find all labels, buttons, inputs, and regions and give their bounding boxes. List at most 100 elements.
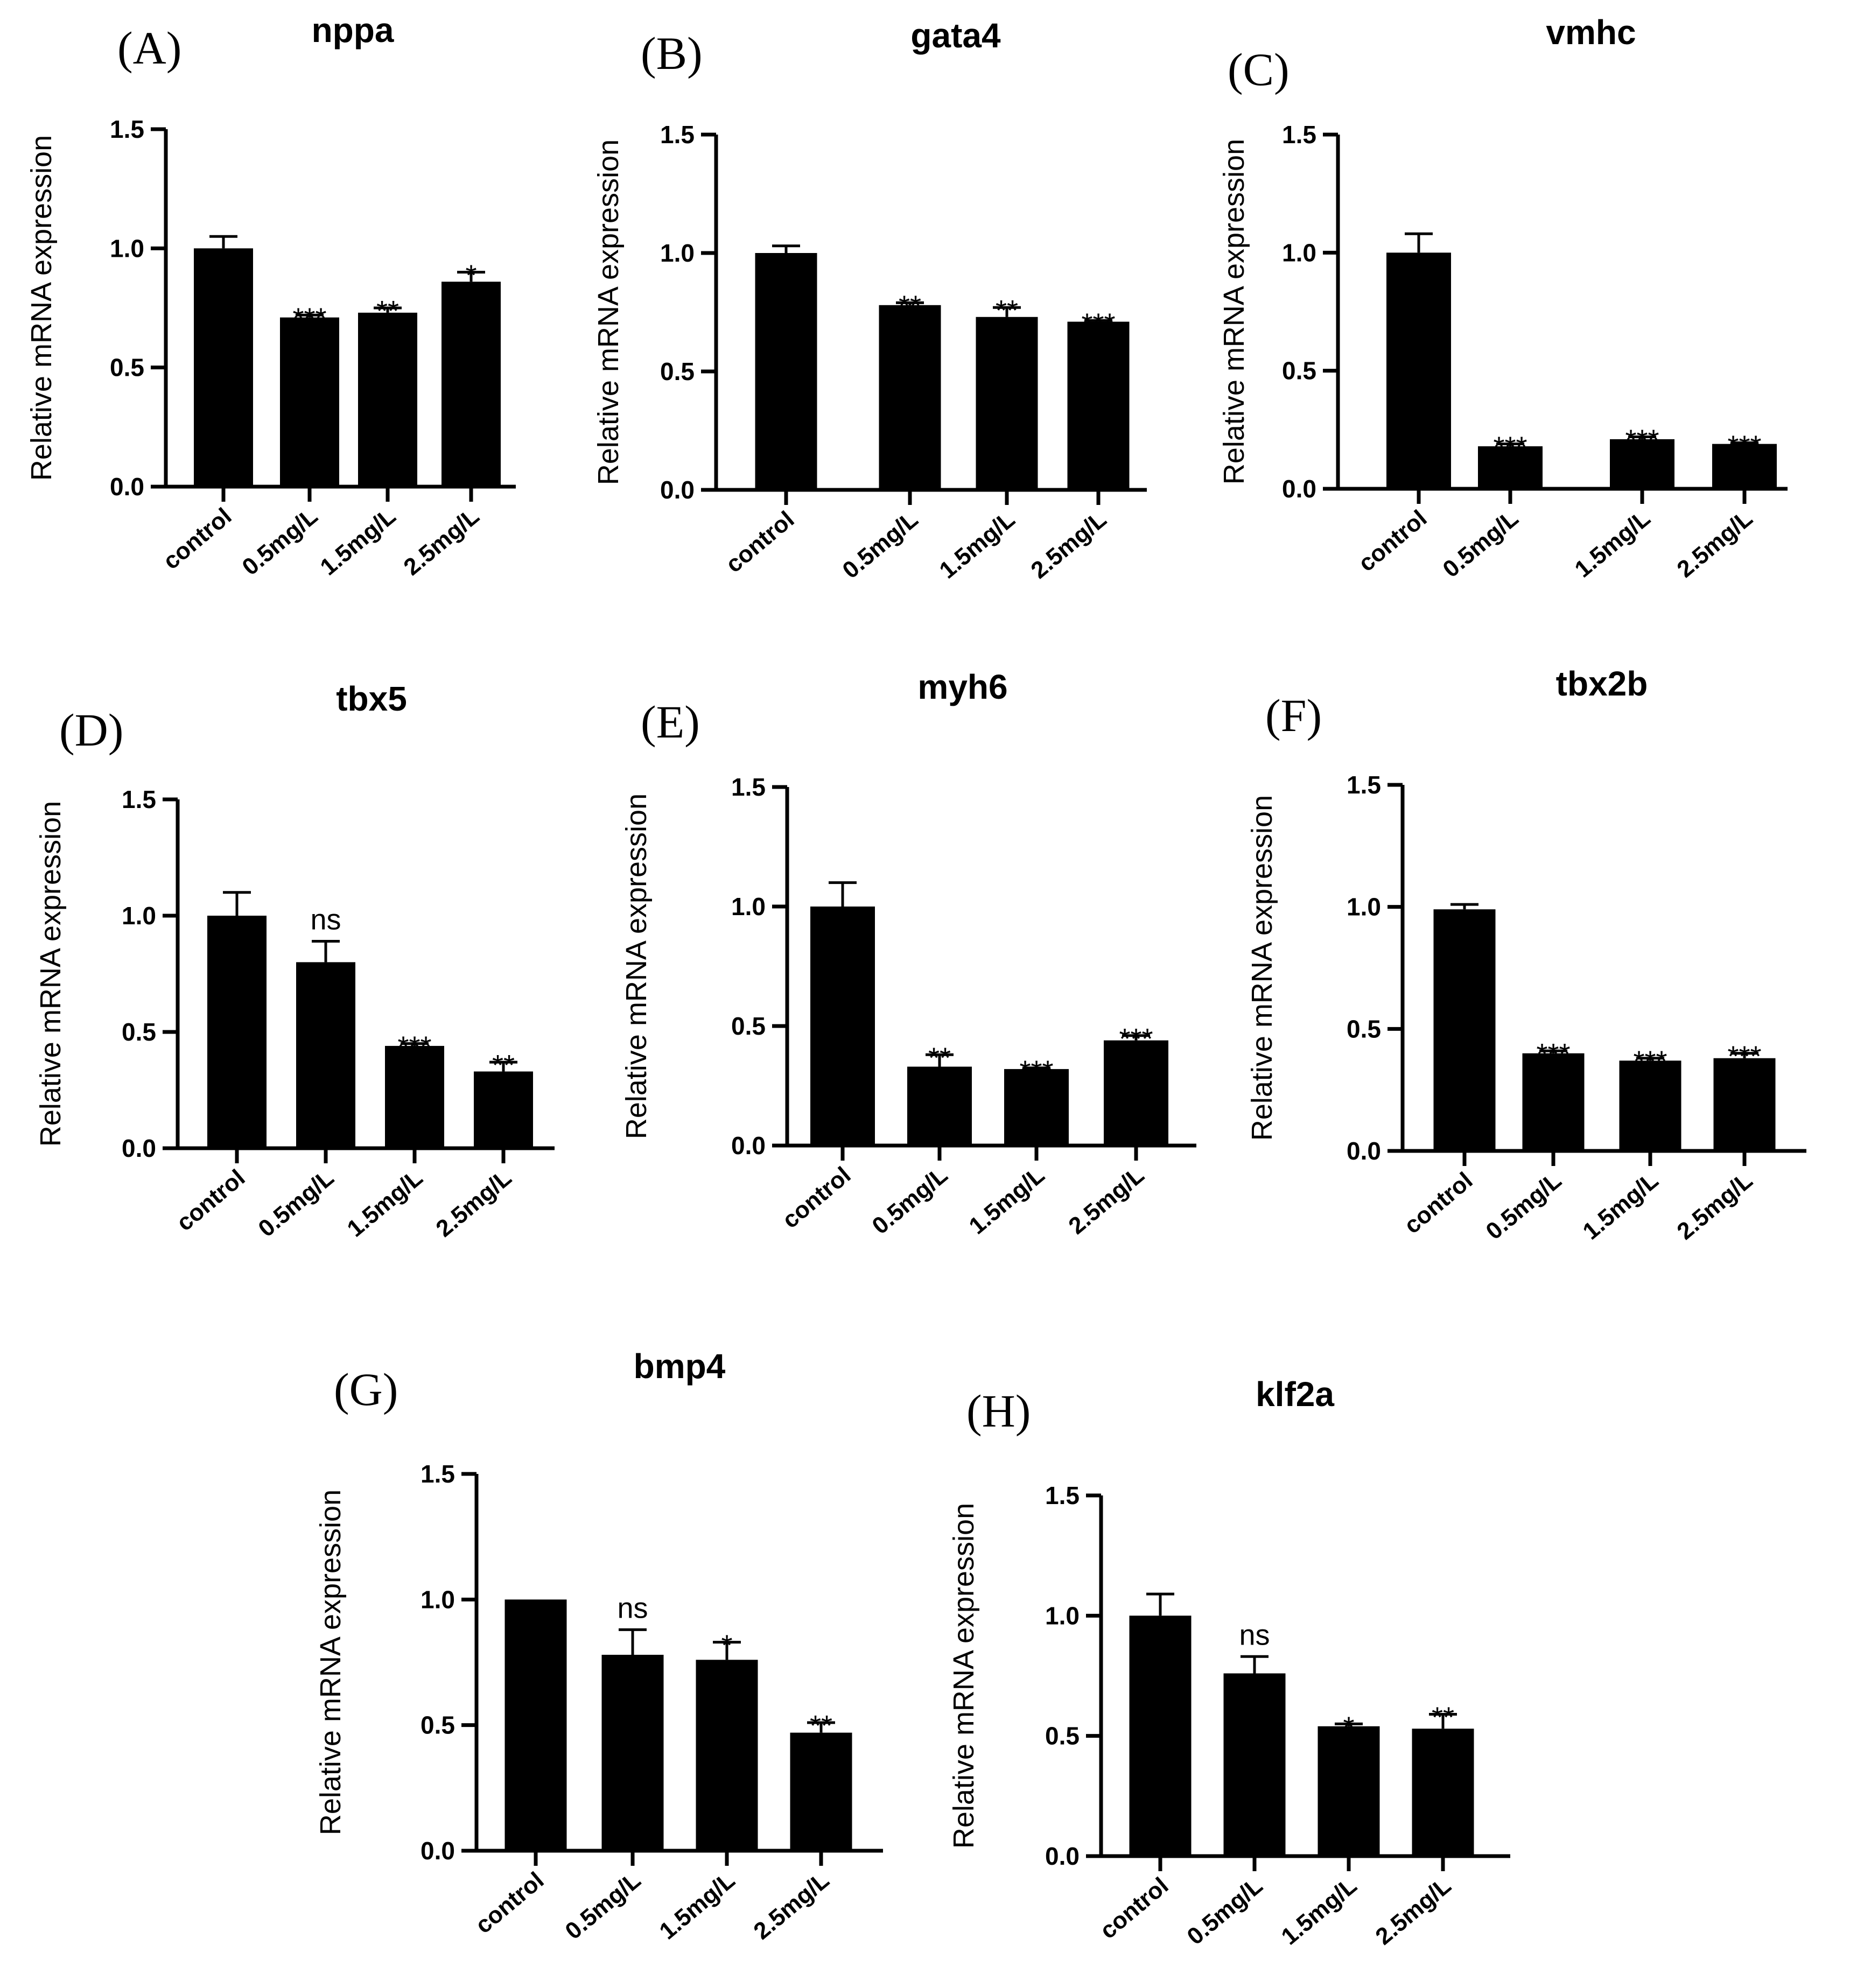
bar [1067, 321, 1130, 490]
y-tick-label: 0.0 [421, 1837, 455, 1865]
y-axis-label: Relative mRNA expression [1218, 139, 1250, 484]
significance-label: ns [1239, 1619, 1270, 1651]
y-tick-label: 0.0 [122, 1134, 156, 1162]
bar [1619, 1060, 1681, 1151]
x-tick-label: control [777, 1162, 856, 1233]
y-tick-label: 1.5 [660, 121, 695, 149]
significance-label: ** [376, 295, 399, 327]
y-tick-label: 0.5 [731, 1012, 766, 1040]
y-tick-label: 1.5 [1045, 1481, 1080, 1509]
bar [1412, 1729, 1474, 1856]
bar [280, 317, 339, 487]
y-tick-label: 1.0 [122, 902, 156, 930]
y-tick-label: 0.0 [1045, 1842, 1080, 1870]
panel-label: (H) [966, 1385, 1031, 1437]
x-tick-label: control [471, 1867, 549, 1938]
significance-label: *** [397, 1031, 431, 1063]
y-tick-label: 0.0 [110, 473, 144, 501]
y-axis-label: Relative mRNA expression [1246, 795, 1278, 1141]
bar [1522, 1053, 1585, 1151]
chart-title: tbx2b [1556, 664, 1648, 703]
panel-label: (E) [641, 696, 700, 748]
bar [1104, 1040, 1168, 1146]
x-tick-label: 0.5mg/L [560, 1867, 646, 1944]
y-tick-label: 1.0 [1347, 893, 1381, 921]
y-tick-label: 0.5 [1045, 1722, 1080, 1750]
chart-title: gata4 [910, 16, 1001, 55]
bar [1129, 1615, 1192, 1856]
bar [1610, 439, 1674, 489]
bar [755, 253, 817, 490]
x-tick-label: 2.5mg/L [1064, 1162, 1150, 1239]
bar [474, 1071, 533, 1148]
x-tick-label: 1.5mg/L [935, 506, 1020, 584]
y-axis-label: Relative mRNA expression [620, 793, 653, 1139]
x-tick-label: control [158, 503, 237, 574]
panel-label: (D) [59, 704, 123, 756]
panel-label: (G) [334, 1364, 398, 1415]
x-tick-label: 1.5mg/L [964, 1162, 1050, 1239]
chart-title: nppa [312, 11, 394, 50]
significance-label: *** [1625, 424, 1659, 456]
significance-label: ** [899, 290, 921, 322]
bar [442, 282, 501, 487]
y-tick-label: 1.0 [421, 1585, 455, 1613]
y-tick-label: 0.5 [421, 1711, 455, 1739]
bar [1318, 1726, 1380, 1856]
bar [1386, 252, 1451, 489]
y-tick-label: 0.5 [122, 1018, 156, 1046]
significance-label: *** [1727, 430, 1761, 462]
bar [358, 312, 417, 487]
x-tick-label: 0.5mg/L [1481, 1167, 1567, 1245]
bar [1433, 909, 1496, 1151]
x-tick-label: 1.5mg/L [316, 503, 401, 580]
panel-label: (A) [117, 22, 181, 74]
y-tick-label: 1.5 [122, 785, 156, 813]
x-tick-label: 1.5mg/L [655, 1867, 740, 1944]
y-axis-label: Relative mRNA expression [314, 1490, 347, 1835]
significance-label: ** [492, 1049, 515, 1081]
significance-label: * [465, 259, 476, 292]
y-tick-label: 0.5 [1282, 357, 1316, 385]
y-tick-label: 1.5 [421, 1460, 455, 1488]
bar [194, 248, 253, 487]
bar [879, 305, 941, 490]
x-tick-label: control [172, 1164, 250, 1236]
bar [296, 962, 355, 1148]
bar [976, 317, 1038, 490]
y-axis-label: Relative mRNA expression [25, 135, 58, 481]
y-tick-label: 0.0 [660, 476, 695, 504]
x-tick-label: 1.5mg/L [342, 1164, 428, 1242]
y-tick-label: 0.0 [1347, 1137, 1381, 1165]
bar [601, 1655, 664, 1851]
bar [385, 1045, 444, 1148]
x-tick-label: 1.5mg/L [1277, 1872, 1362, 1950]
x-tick-label: 0.5mg/L [867, 1162, 953, 1239]
x-tick-label: 0.5mg/L [1182, 1872, 1268, 1950]
significance-label: ** [810, 1710, 832, 1742]
bar [207, 916, 267, 1148]
x-tick-label: 0.5mg/L [237, 503, 323, 580]
chart-title: klf2a [1256, 1375, 1334, 1414]
y-tick-label: 0.0 [731, 1132, 766, 1160]
y-tick-label: 1.0 [110, 234, 144, 262]
bar [1713, 1058, 1776, 1151]
significance-label: *** [292, 302, 326, 334]
bar [1223, 1673, 1286, 1856]
significance-label: ** [996, 294, 1018, 327]
x-tick-label: control [1354, 505, 1432, 577]
x-tick-label: 2.5mg/L [1672, 1167, 1758, 1245]
x-tick-label: 0.5mg/L [838, 506, 923, 584]
x-tick-label: control [1399, 1167, 1478, 1239]
significance-label: *** [1633, 1045, 1667, 1078]
significance-label: * [721, 1629, 732, 1662]
x-tick-label: 0.5mg/L [1438, 505, 1524, 582]
chart-title: tbx5 [336, 679, 407, 718]
significance-label: ** [928, 1042, 951, 1074]
significance-label: *** [1536, 1038, 1570, 1070]
panel-label: (B) [641, 27, 703, 79]
x-tick-label: 2.5mg/L [431, 1164, 517, 1242]
bar [1004, 1069, 1069, 1146]
y-tick-label: 1.5 [110, 115, 144, 143]
